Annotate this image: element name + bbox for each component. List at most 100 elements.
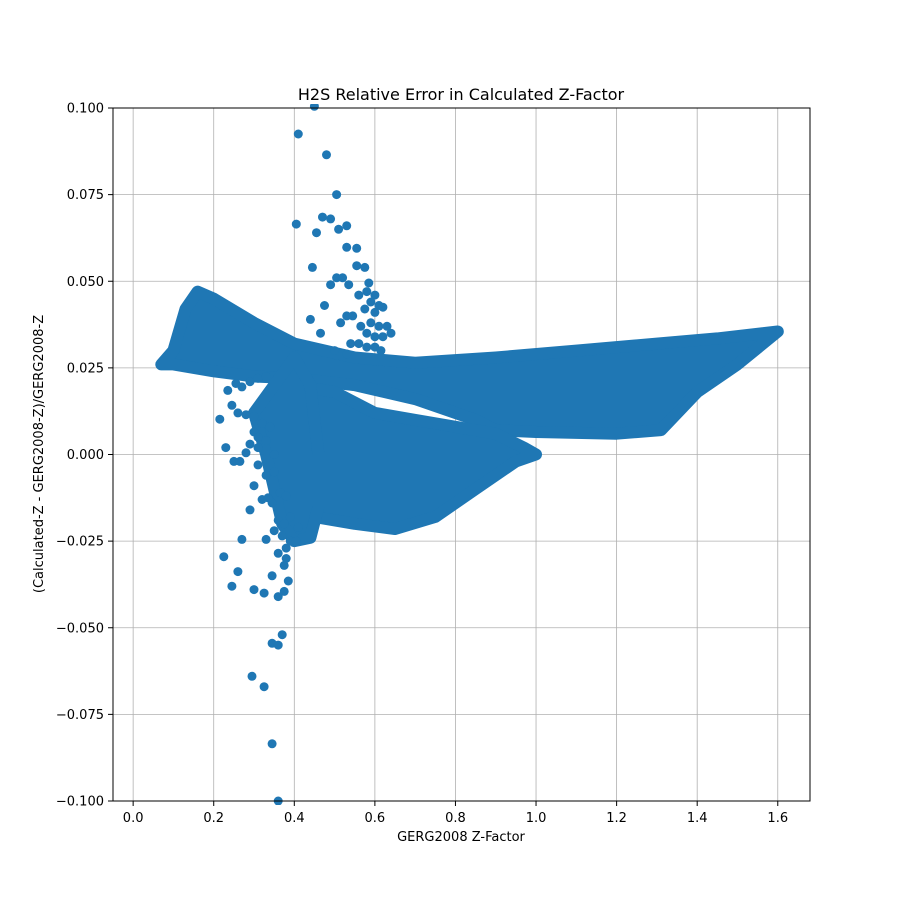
scatter-point	[307, 262, 317, 272]
y-tick-label: 0.025	[67, 361, 104, 376]
dense-point-cloud	[248, 351, 325, 548]
scatter-point	[273, 640, 283, 650]
scatter-point	[269, 467, 279, 477]
y-tick-label: −0.100	[56, 795, 104, 810]
scatter-point	[279, 519, 289, 529]
scatter-point	[354, 339, 364, 349]
scatter-point	[279, 586, 289, 596]
y-tick-label: 0.075	[67, 188, 104, 203]
scatter-point	[293, 522, 303, 532]
scatter-point	[215, 414, 225, 424]
ticks: 0.0 0.2 0.4 0.6 0.8 1.0 1.2 1.4 1.6 0.100 0.075 0.0…	[56, 102, 788, 827]
scatter-point	[241, 410, 251, 420]
scatter-point	[265, 422, 275, 432]
scatter-point	[257, 418, 267, 428]
scatter-point	[316, 328, 325, 338]
y-axis-label: (Calculated-Z - GERG2008-Z)/GERG2008-Z	[32, 315, 47, 593]
scatter-point	[273, 548, 283, 558]
scatter-point	[348, 311, 358, 321]
scatter-point	[267, 571, 277, 581]
x-tick-label: 0.8	[445, 811, 466, 826]
scatter-point	[281, 491, 291, 501]
scatter-point	[312, 228, 321, 238]
scatter-point	[366, 297, 376, 307]
scatter-point	[362, 328, 372, 338]
scatter-point	[370, 290, 380, 300]
x-tick-label: 0.4	[284, 811, 305, 826]
scatter-point	[249, 585, 259, 595]
scatter-point	[370, 332, 380, 342]
scatter-point	[332, 190, 342, 200]
scatter-point	[364, 278, 374, 288]
x-axis-label: GERG2008 Z-Factor	[397, 830, 525, 845]
y-tick-label: −0.075	[56, 708, 104, 723]
scatter-point	[233, 567, 243, 577]
scatter-point	[293, 129, 303, 139]
dense-point-cloud	[155, 285, 784, 440]
x-tick-label: 0.0	[123, 811, 144, 826]
scatter-point	[378, 332, 388, 342]
scatter-point	[342, 349, 352, 359]
scatter-point	[249, 481, 259, 491]
x-tick-label: 1.4	[687, 811, 708, 826]
scatter-point	[326, 214, 336, 224]
scatter-point	[249, 411, 259, 421]
scatter-point	[322, 150, 331, 160]
scatter-point	[237, 382, 247, 392]
scatter-point	[273, 592, 283, 602]
scatter-point	[342, 221, 352, 231]
scatter-point	[259, 682, 269, 692]
x-tick-label: 1.2	[606, 811, 627, 826]
scatter-point	[245, 377, 255, 387]
scatter-point	[253, 373, 263, 383]
y-tick-label: 0.050	[67, 275, 104, 290]
x-tick-label: 1.6	[767, 811, 788, 826]
scatter-point	[346, 339, 356, 349]
scatter-point	[235, 456, 245, 466]
scatter-point	[277, 531, 287, 541]
scatter-point	[352, 243, 362, 253]
scatter-point	[219, 552, 229, 562]
scatter-point	[376, 346, 386, 356]
scatter-point	[253, 460, 263, 470]
scatter-point	[334, 224, 344, 234]
scatter-point	[352, 261, 362, 271]
scatter-point	[362, 287, 372, 297]
y-tick-label: −0.025	[56, 535, 104, 550]
scatter-point	[283, 576, 293, 586]
scatter-point	[336, 318, 346, 328]
scatter-point	[253, 443, 263, 453]
scatter-point	[305, 314, 315, 324]
scatter-point	[263, 493, 273, 503]
scatter-point	[245, 505, 255, 515]
scatter-point	[267, 739, 277, 749]
scatter-point	[382, 321, 392, 331]
y-tick-label: 0.100	[67, 102, 104, 117]
scatter-point	[320, 301, 329, 310]
scatter-point	[344, 280, 354, 290]
scatter-point	[356, 321, 366, 331]
scatter-point	[374, 321, 384, 331]
scatter-point	[259, 588, 269, 598]
scatter-point	[378, 302, 388, 312]
y-tick-label: −0.050	[56, 621, 104, 636]
scatter-point	[360, 304, 370, 314]
scatter-point	[281, 543, 291, 553]
scatter-point	[247, 671, 257, 681]
scatter-point	[269, 450, 279, 459]
scatter-point	[227, 400, 237, 410]
scatter-point	[233, 408, 243, 418]
chart-title: H2S Relative Error in Calculated Z-Facto…	[298, 85, 625, 104]
scatter-point	[342, 242, 352, 252]
scatter-point	[281, 554, 291, 563]
scatter-point	[354, 290, 364, 300]
scatter-point	[309, 104, 319, 111]
scatter-point	[253, 432, 263, 442]
scatter-point	[261, 534, 271, 544]
scatter-point	[261, 436, 271, 446]
scatter-point	[330, 346, 340, 356]
scatter-point	[360, 262, 370, 272]
scatter-point	[241, 448, 251, 458]
scatter-point	[366, 318, 376, 328]
